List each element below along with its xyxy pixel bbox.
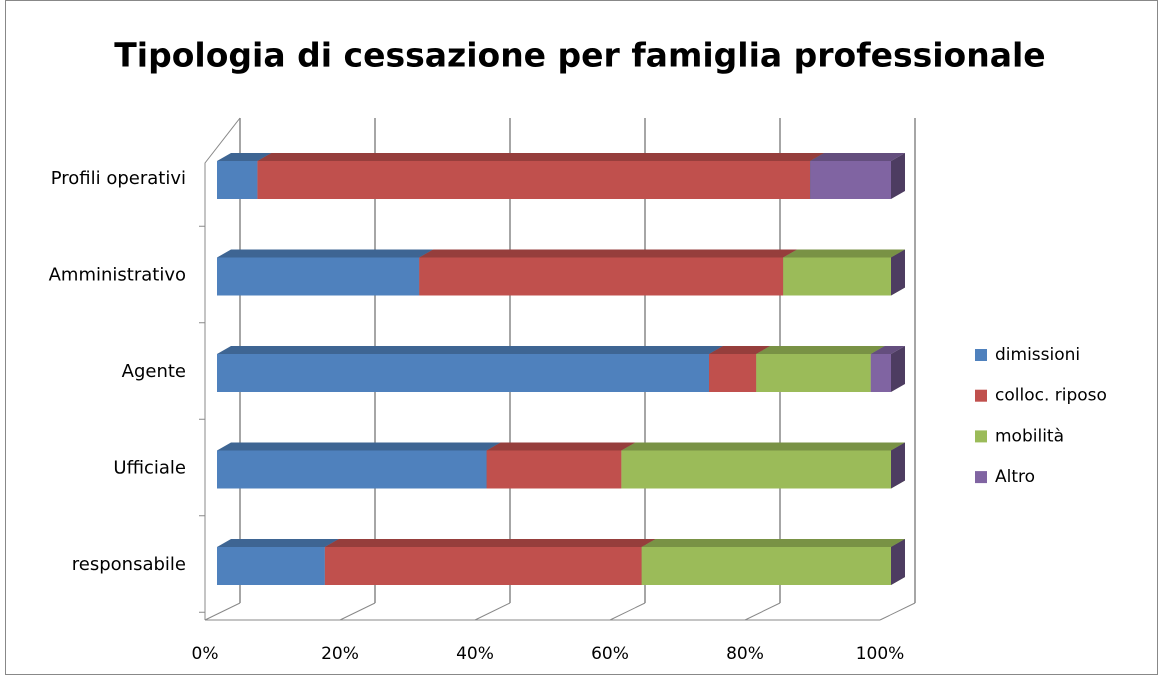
bar-segment: [217, 539, 339, 585]
bar-segment: [217, 249, 434, 296]
floor-line: [339, 602, 376, 621]
x-tick-label: 40%: [456, 644, 494, 664]
x-tick-label: 80%: [726, 644, 764, 664]
legend-label: colloc. riposo: [995, 386, 1107, 406]
legend-label: Altro: [995, 467, 1035, 487]
bar-segment: [621, 442, 905, 489]
bar-segment: [486, 442, 636, 489]
floor-line: [609, 602, 646, 621]
bar-segment: [217, 346, 724, 392]
bar-face: [641, 539, 905, 547]
bar-segment: [783, 249, 905, 296]
bar-face: [217, 257, 420, 296]
bar-face: [486, 442, 636, 451]
floor-line: [474, 602, 511, 621]
bar-face: [257, 153, 825, 161]
chart-title: Tipologia di cessazione per famiglia pro…: [114, 36, 1045, 75]
x-tick-label: 0%: [192, 644, 219, 664]
x-tick-label: 20%: [321, 644, 359, 664]
bar-face: [891, 539, 905, 585]
legend-swatch: [975, 430, 987, 443]
bar-face: [217, 161, 258, 199]
floor-line: [744, 602, 781, 621]
bar-face: [217, 450, 487, 489]
bar-face: [621, 442, 905, 451]
legend-swatch: [975, 389, 987, 402]
axis-wall: [204, 117, 241, 620]
bar-face: [217, 547, 325, 585]
bar-face: [870, 346, 905, 354]
bar-segment: [810, 153, 905, 199]
legend-label: mobilità: [995, 426, 1064, 446]
bar-segment: [257, 153, 825, 199]
bar-face: [870, 354, 891, 392]
bar-segment: [641, 539, 905, 585]
bar-face: [621, 450, 891, 489]
floor-line: [879, 602, 916, 621]
bar-face: [257, 161, 811, 199]
y-tick-label: Profili operativi: [51, 168, 186, 189]
bar-face: [709, 354, 757, 392]
y-tick-label: Amministrativo: [49, 265, 186, 286]
bar-segment: [756, 346, 885, 392]
bar-face: [756, 354, 871, 392]
bar-face: [891, 346, 905, 392]
bar-segment: [891, 249, 905, 296]
legend-label: dimissioni: [995, 345, 1080, 365]
bar-face: [810, 161, 891, 199]
bar-face: [324, 539, 656, 547]
bar-segment: [891, 539, 905, 585]
legend-swatch: [975, 471, 987, 484]
bar-face: [891, 442, 905, 489]
bar-face: [891, 153, 905, 199]
bar-face: [641, 547, 891, 585]
bar-face: [783, 249, 905, 258]
bar-segment: [891, 442, 905, 489]
bar-segment: [419, 249, 798, 296]
bar-face: [419, 257, 784, 296]
bar-face: [324, 547, 642, 585]
y-tick-label: Ufficiale: [113, 458, 186, 479]
bar-segment: [870, 346, 905, 392]
bar-face: [891, 249, 905, 296]
bar-face: [419, 249, 798, 258]
bar-face: [217, 539, 339, 547]
bar-face: [217, 442, 501, 451]
bar-face: [217, 346, 724, 354]
bar-segment: [217, 442, 501, 489]
bar-face: [709, 346, 771, 354]
bar-face: [217, 249, 434, 258]
bar-face: [810, 153, 905, 161]
bar-face: [756, 346, 885, 354]
bar-segment: [324, 539, 656, 585]
bar-face: [217, 354, 710, 392]
legend-swatch: [975, 349, 987, 361]
y-tick-label: Agente: [122, 361, 186, 382]
y-tick-label: responsabile: [72, 554, 186, 575]
floor-line: [204, 602, 241, 621]
bar-face: [486, 450, 622, 489]
x-tick-label: 60%: [591, 644, 629, 664]
bar-face: [783, 257, 891, 296]
x-tick-label: 100%: [856, 644, 905, 664]
bar-face: [217, 153, 272, 161]
